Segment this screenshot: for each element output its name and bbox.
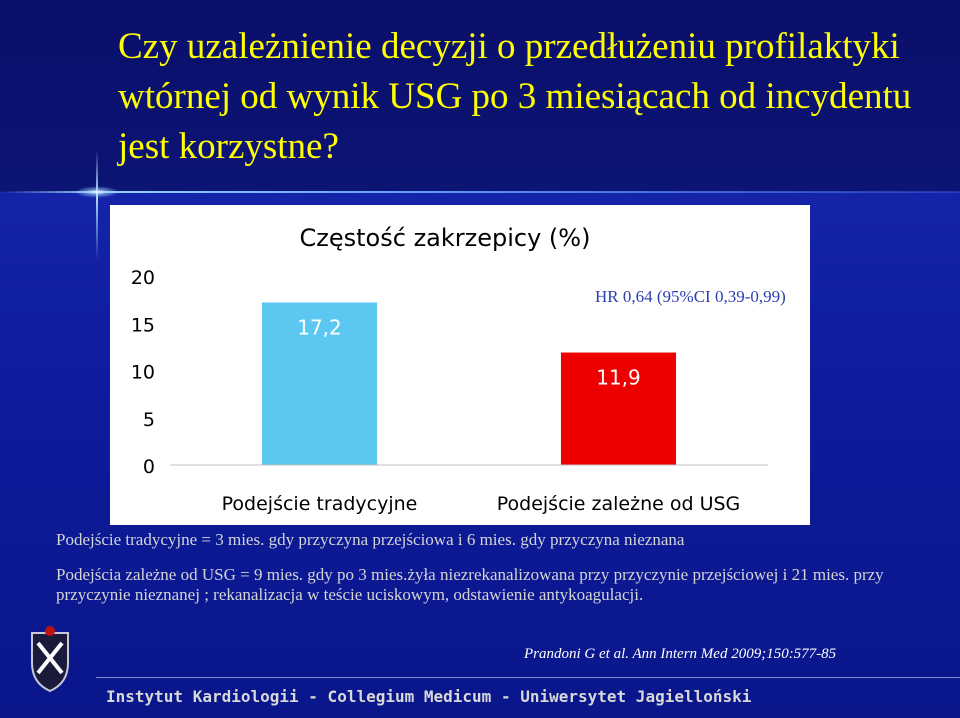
title-band [0,0,960,192]
y-tick-label: 10 [131,362,155,384]
sparkle-decoration [74,186,120,198]
x-tick-label: Podejście zależne od USG [497,493,741,515]
bar [560,352,677,465]
y-tick-label: 0 [143,456,155,478]
bar [261,302,378,465]
institution-logo-icon [31,626,69,693]
note-usg: Podejścia zależne od USG = 9 mies. gdy p… [56,565,884,604]
footer-institution: Instytut Kardiologii - Collegium Medicum… [106,687,752,706]
data-label: 17,2 [297,315,342,339]
note-traditional: Podejście tradycyjne = 3 mies. gdy przyc… [56,530,685,549]
chart-background [110,205,810,525]
chart-title: Częstość zakrzepicy (%) [300,224,591,252]
y-tick-label: 5 [143,409,155,431]
hr-annotation: HR 0,64 (95%CI 0,39-0,99) [595,287,786,306]
bar-chart: Częstość zakrzepicy (%) 0 5 10 15 20 17,2 11,… [110,205,810,525]
x-tick-label: Podejście tradycyjne [222,493,418,515]
bars: 17,2 11,9 [261,302,677,465]
x-axis: Podejście tradycyjne Podejście zależne od… [222,493,741,515]
decorative-line [0,191,960,193]
citation: Prandoni G et al. Ann Intern Med 2009;15… [524,646,837,662]
decorative-vertical-line [96,150,98,260]
data-label: 11,9 [596,366,641,390]
slide-title: Czy uzależnienie decyzji o przedłużeniu … [118,26,912,167]
footer-divider [96,677,960,678]
y-axis: 0 5 10 15 20 [131,267,155,478]
y-tick-label: 20 [131,267,155,289]
y-tick-label: 15 [131,314,155,336]
